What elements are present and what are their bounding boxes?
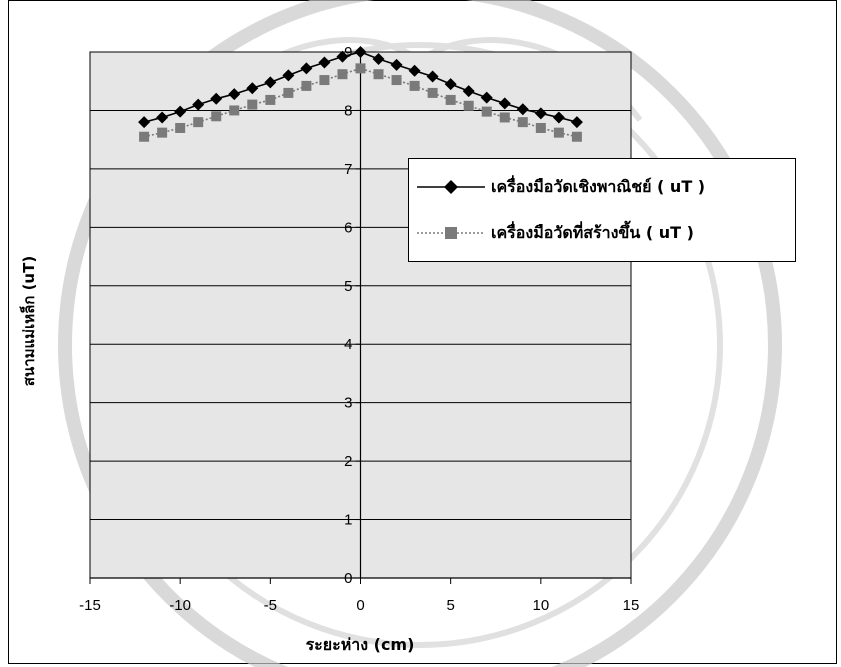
- y-tick-label: 4: [344, 336, 352, 353]
- x-tick-label: 10: [532, 597, 549, 614]
- series-2-point: [211, 111, 222, 122]
- y-tick-label: 3: [344, 395, 352, 412]
- series-1-point: [498, 97, 511, 110]
- series-1-point: [354, 46, 367, 58]
- series-2-point: [229, 105, 240, 116]
- chart-frame: [8, 0, 837, 664]
- series-1-point: [156, 111, 169, 124]
- series-2-point: [553, 127, 564, 138]
- x-tick-label: 5: [446, 597, 454, 614]
- y-tick-label: 8: [344, 102, 352, 119]
- series-2-point: [481, 106, 492, 117]
- series-2-point: [535, 122, 546, 133]
- y-tick-label: 5: [344, 278, 352, 295]
- legend-entry-series-1: เครื่องมือวัดเชิงพาณิชย์ ( uT ): [415, 172, 705, 202]
- series-1-point: [552, 111, 565, 124]
- series-2-point: [355, 63, 366, 74]
- series-1-point: [300, 62, 313, 75]
- series-1-point: [138, 116, 151, 129]
- series-2-point: [247, 99, 258, 110]
- series-2-point: [175, 122, 186, 133]
- series-1-point: [408, 64, 421, 77]
- axes: [89, 51, 632, 584]
- legend: เครื่องมือวัดเชิงพาณิชย์ ( uT ) เครื่องม…: [408, 158, 796, 262]
- series-1-point: [282, 69, 295, 82]
- series-2-point: [373, 69, 384, 80]
- series-2-point: [391, 75, 402, 86]
- series-1-point: [210, 92, 223, 105]
- legend-marker-square-icon: [417, 227, 485, 239]
- series-2-point: [427, 87, 438, 98]
- series-2-point: [499, 112, 510, 123]
- y-tick-label: 0: [344, 570, 352, 587]
- y-tick-label: 1: [344, 512, 352, 529]
- series-1-point: [480, 91, 493, 104]
- series-1-point: [570, 116, 583, 129]
- series-layer: [138, 46, 583, 142]
- x-tick-label: 15: [623, 597, 640, 614]
- series-2-point: [265, 94, 276, 105]
- y-tick-label: 7: [344, 161, 352, 178]
- series-1-point: [246, 82, 259, 95]
- series-1-point: [264, 76, 277, 89]
- series-2-point: [517, 117, 528, 128]
- series-2-point: [445, 94, 456, 105]
- series-1-point: [192, 98, 205, 111]
- series-2-point: [283, 87, 294, 98]
- series-2-point: [139, 131, 150, 142]
- series-1-point: [318, 56, 331, 69]
- y-axis-label: สนามแม่เหล็ก (uT): [20, 255, 38, 387]
- series-2-point: [157, 127, 168, 138]
- x-tick-label: -5: [264, 597, 277, 614]
- series-1-point: [228, 88, 241, 101]
- series-1-point: [174, 105, 187, 118]
- x-axis-label: ระยะห่าง (cm): [305, 635, 415, 654]
- series-1-point: [426, 70, 439, 83]
- tick-labels: -15 -10 -5 0 5 10 15 0 1 2 3 4 5 6 7 8 9: [79, 44, 639, 614]
- legend-entry-series-2: เครื่องมือวัดที่สร้างขึ้น ( uT ): [415, 218, 694, 248]
- series-1-point: [462, 85, 475, 98]
- series-2-point: [301, 80, 312, 91]
- x-tick-label: 0: [356, 597, 364, 614]
- series-1-point: [534, 107, 547, 120]
- x-tick-label: -10: [169, 597, 191, 614]
- legend-label-series-1: เครื่องมือวัดเชิงพาณิชย์ ( uT ): [491, 176, 706, 196]
- series-2-point: [409, 80, 420, 91]
- series-1-point: [444, 78, 457, 91]
- series-1-point: [372, 53, 385, 66]
- series-1-point: [336, 50, 349, 63]
- series-2-point: [463, 100, 474, 111]
- y-tick-label: 6: [344, 219, 352, 236]
- series-2-point: [319, 75, 330, 86]
- series-2-point: [193, 117, 204, 128]
- x-tick-label: -15: [79, 597, 101, 614]
- series-1-point: [516, 103, 529, 116]
- series-2-point: [337, 69, 348, 80]
- legend-marker-diamond-icon: [417, 180, 485, 194]
- y-tick-label: 9: [344, 44, 352, 61]
- series-2-point: [571, 131, 582, 142]
- y-tick-label: 2: [344, 453, 352, 470]
- series-1-point: [390, 58, 403, 71]
- legend-label-series-2: เครื่องมือวัดที่สร้างขึ้น ( uT ): [491, 222, 694, 242]
